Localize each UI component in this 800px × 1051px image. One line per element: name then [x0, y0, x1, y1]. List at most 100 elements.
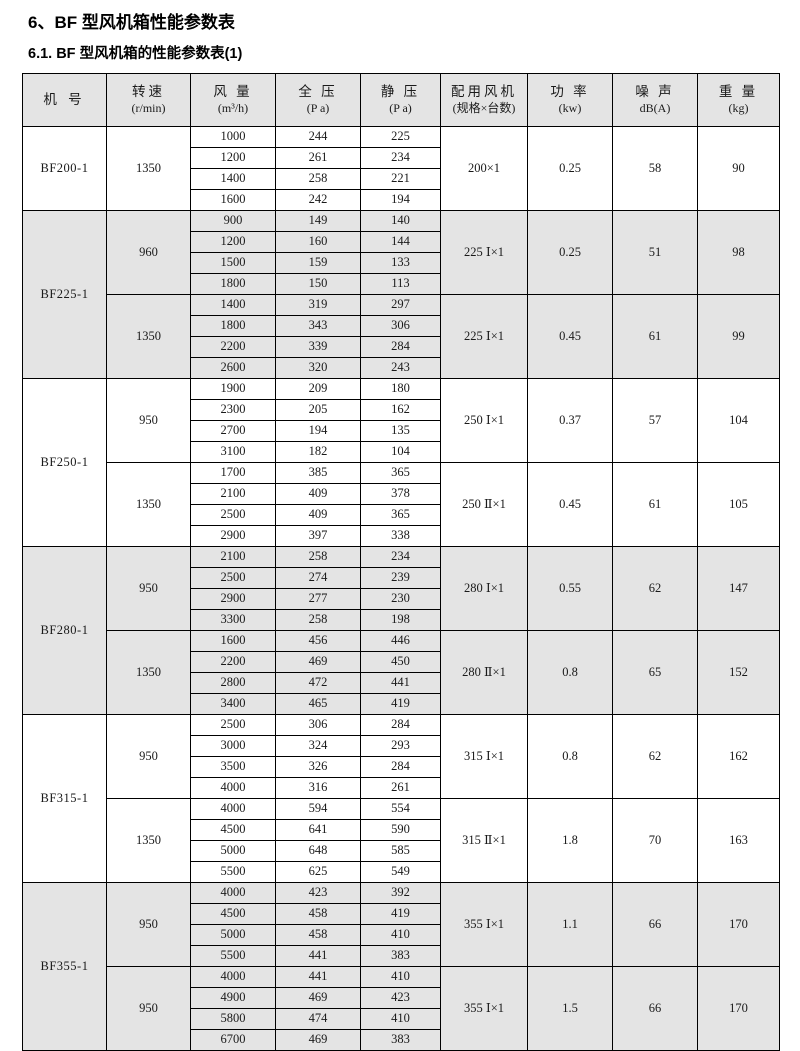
cell-fan: 280 Ⅰ×1	[440, 546, 528, 631]
cell-flow: 4000	[190, 777, 276, 799]
cell-weight: 104	[697, 378, 780, 463]
table-row: 5000 458 410	[23, 924, 780, 946]
cell-total-pressure: 465	[275, 693, 361, 715]
cell-flow: 4500	[190, 819, 276, 841]
cell-flow: 5000	[190, 840, 276, 862]
cell-static-pressure: 284	[360, 336, 441, 358]
table-row: BF280-1 950 2100 258 234 280 Ⅰ×1 0.55 62 147	[22, 546, 780, 715]
cell-speed: 1350	[106, 798, 191, 883]
cell-static-pressure: 225	[360, 126, 441, 148]
cell-noise: 70	[612, 798, 698, 883]
header-unit: (规格×台数)	[452, 101, 516, 116]
cell-model: BF225-1	[22, 210, 107, 379]
cell-flow: 2600	[190, 357, 276, 379]
table-row: 5500 625 549	[23, 861, 780, 883]
cell-flow: 5500	[190, 945, 276, 967]
cell-flow: 5500	[190, 861, 276, 883]
cell-static-pressure: 162	[360, 399, 441, 421]
cell-total-pressure: 469	[275, 1029, 361, 1051]
cell-power: 0.8	[527, 714, 613, 799]
cell-flow: 1700	[190, 462, 276, 484]
cell-total-pressure: 441	[275, 966, 361, 988]
cell-flow: 2300	[190, 399, 276, 421]
cell-total-pressure: 343	[275, 315, 361, 337]
cell-total-pressure: 409	[275, 504, 361, 526]
cell-total-pressure: 456	[275, 630, 361, 652]
cell-flow: 2500	[190, 504, 276, 526]
cell-weight: 152	[697, 630, 780, 715]
cell-static-pressure: 383	[360, 945, 441, 967]
table-row: 2600 320 243	[23, 357, 780, 379]
cell-power: 1.8	[527, 798, 613, 883]
cell-fan: 355 Ⅰ×1	[440, 882, 528, 967]
column-header-1: 转速 (r/min)	[106, 73, 191, 127]
cell-flow: 1400	[190, 294, 276, 316]
cell-flow: 3400	[190, 693, 276, 715]
cell-static-pressure: 261	[360, 777, 441, 799]
cell-static-pressure: 306	[360, 315, 441, 337]
cell-flow: 2900	[190, 525, 276, 547]
cell-flow: 2700	[190, 420, 276, 442]
cell-fan: 355 Ⅰ×1	[440, 966, 528, 1051]
cell-total-pressure: 258	[275, 546, 361, 568]
table-row: 2200 339 284	[23, 336, 780, 358]
cell-static-pressure: 590	[360, 819, 441, 841]
cell-static-pressure: 549	[360, 861, 441, 883]
column-header-7: 噪 声 dB(A)	[612, 73, 698, 127]
cell-weight: 163	[697, 798, 780, 883]
cell-static-pressure: 104	[360, 441, 441, 463]
cell-model: BF200-1	[22, 126, 107, 211]
cell-flow: 4500	[190, 903, 276, 925]
cell-flow: 1000	[190, 126, 276, 148]
cell-total-pressure: 306	[275, 714, 361, 736]
table-row: 2300 205 162	[23, 399, 780, 421]
cell-static-pressure: 284	[360, 756, 441, 778]
cell-static-pressure: 410	[360, 966, 441, 988]
header-unit: dB(A)	[639, 101, 671, 116]
cell-total-pressure: 159	[275, 252, 361, 274]
cell-static-pressure: 383	[360, 1029, 441, 1051]
cell-model: BF355-1	[22, 882, 107, 1051]
cell-static-pressure: 234	[360, 546, 441, 568]
table-row: 950 4000 441 410 355 Ⅰ×1 1.5 66 170	[23, 966, 780, 1051]
cell-total-pressure: 316	[275, 777, 361, 799]
table-row: 2200 469 450	[23, 651, 780, 673]
header-unit: (kg)	[728, 101, 749, 116]
cell-flow: 1900	[190, 378, 276, 400]
cell-total-pressure: 320	[275, 357, 361, 379]
cell-total-pressure: 441	[275, 945, 361, 967]
cell-total-pressure: 458	[275, 924, 361, 946]
cell-total-pressure: 469	[275, 987, 361, 1009]
cell-speed: 950	[106, 966, 191, 1051]
cell-total-pressure: 409	[275, 483, 361, 505]
cell-fan: 225 Ⅰ×1	[440, 294, 528, 379]
table-row: 1400 258 221	[23, 168, 780, 190]
table-row: 2900 277 230	[23, 588, 780, 610]
cell-total-pressure: 182	[275, 441, 361, 463]
cell-model: BF280-1	[22, 546, 107, 715]
cell-noise: 61	[612, 294, 698, 379]
cell-noise: 51	[612, 210, 698, 295]
cell-model: BF250-1	[22, 378, 107, 547]
cell-weight: 147	[697, 546, 780, 631]
cell-flow: 4000	[190, 966, 276, 988]
cell-noise: 66	[612, 966, 698, 1051]
cell-total-pressure: 324	[275, 735, 361, 757]
cell-total-pressure: 149	[275, 210, 361, 232]
cell-total-pressure: 339	[275, 336, 361, 358]
column-header-4: 静 压 (P a)	[360, 73, 441, 127]
cell-flow: 2800	[190, 672, 276, 694]
cell-total-pressure: 244	[275, 126, 361, 148]
cell-speed: 950	[106, 714, 191, 799]
cell-static-pressure: 392	[360, 882, 441, 904]
cell-flow: 1200	[190, 147, 276, 169]
cell-static-pressure: 450	[360, 651, 441, 673]
cell-flow: 900	[190, 210, 276, 232]
header-unit: (P a)	[306, 101, 330, 116]
table-row: 1800 150 113	[23, 273, 780, 295]
cell-weight: 99	[697, 294, 780, 379]
cell-flow: 1600	[190, 189, 276, 211]
table-row: 3000 324 293	[23, 735, 780, 757]
table-row: 5000 648 585	[23, 840, 780, 862]
column-header-6: 功 率 (kw)	[527, 73, 613, 127]
